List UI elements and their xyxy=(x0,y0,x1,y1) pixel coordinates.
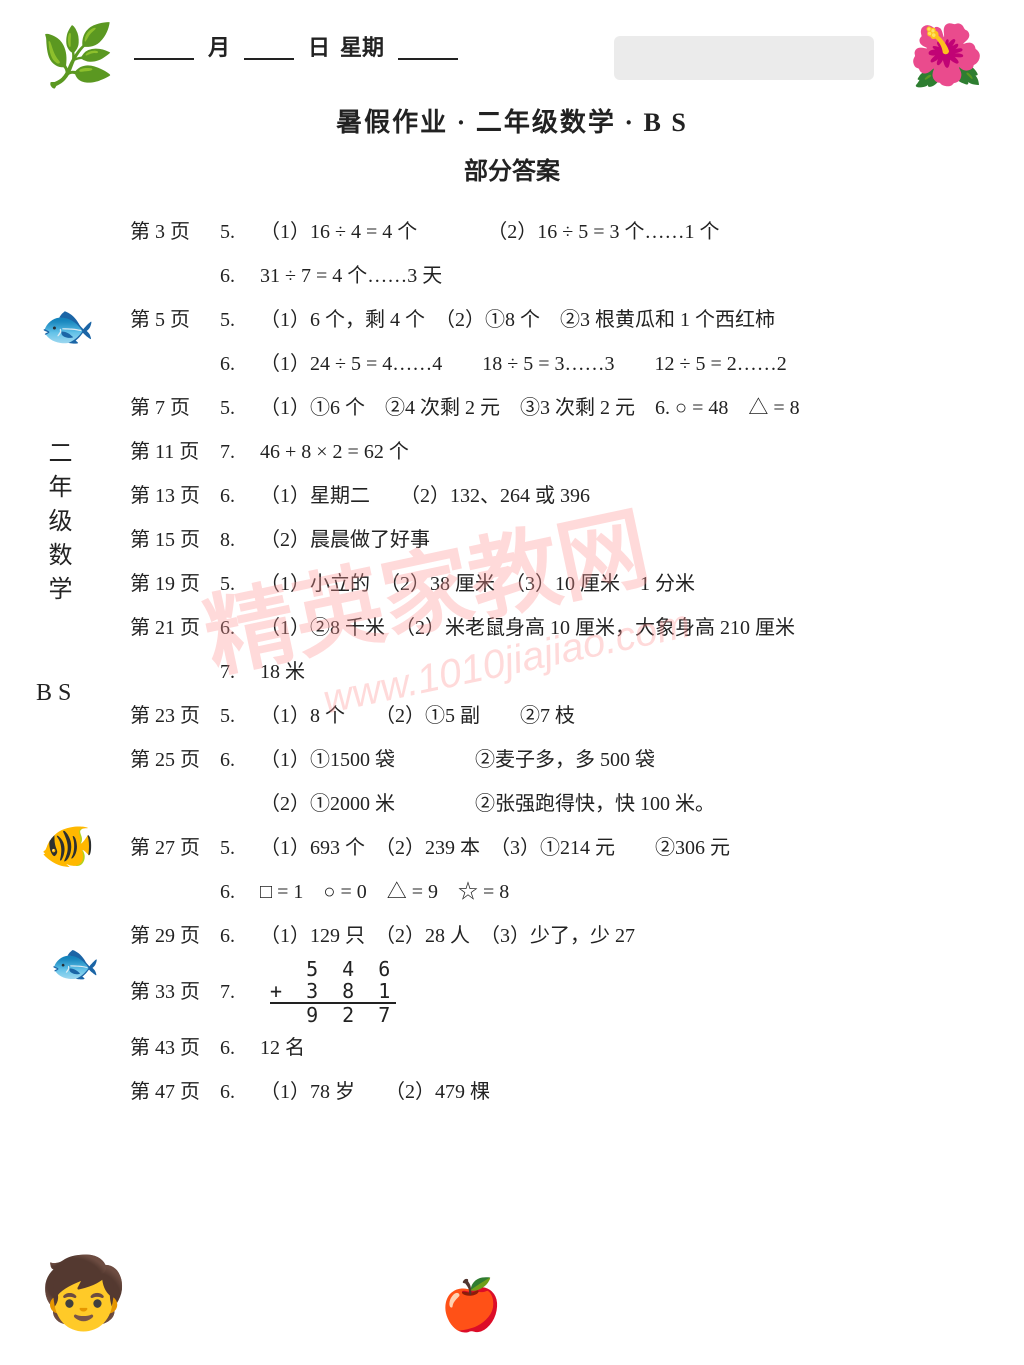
answer-row: 第 23 页 5. （1）8 个 （2）①5 副 ②7 枝 xyxy=(130,694,974,738)
answer-row: 第 43 页 6. 12 名 xyxy=(130,1026,974,1070)
page-subtitle: 部分答案 xyxy=(50,151,974,186)
answer-row: 7. 18 米 xyxy=(130,650,974,694)
page-ref: 第 15 页 xyxy=(130,518,220,562)
question-num: 6. xyxy=(220,606,260,650)
question-num: 6. xyxy=(220,254,260,298)
question-num: 8. xyxy=(220,518,260,562)
answer-row: 第 47 页 6. （1）78 岁 （2）479 棵 xyxy=(130,1070,974,1114)
side-label-grade: 二年级数学 xyxy=(40,440,75,610)
question-num: 7. xyxy=(220,970,260,1014)
page-ref: 第 29 页 xyxy=(130,914,220,958)
question-num: 6. xyxy=(220,738,260,782)
answer-text: （1）24 ÷ 5 = 4……4 18 ÷ 5 = 3……3 12 ÷ 5 = … xyxy=(260,342,974,386)
answer-row: 6. □ = 1 ○ = 0 △ = 9 ☆ = 8 xyxy=(130,870,974,914)
page-title: 暑假作业 · 二年级数学 · B S xyxy=(50,102,974,139)
answer-text: （1）693 个 （2）239 本 （3）①214 元 ②306 元 xyxy=(260,826,974,870)
answer-row: 第 13 页 6. （1）星期二 （2）132、264 或 396 xyxy=(130,474,974,518)
tree-icon: 🌿 xyxy=(40,20,115,91)
question-num: 6. xyxy=(220,1070,260,1114)
answer-text: （1）78 岁 （2）479 棵 xyxy=(260,1070,974,1114)
question-num: 7. xyxy=(220,650,260,694)
answer-row: 第 29 页 6. （1）129 只 （2）28 人 （3）少了，少 27 xyxy=(130,914,974,958)
addend-2: + 3 8 1 xyxy=(270,980,396,1004)
side-label-bs: B S xyxy=(36,680,71,707)
answer-text: （1）小立的 （2）38 厘米 （3）10 厘米 1 分米 xyxy=(260,562,974,606)
vertical-addition: 5 4 6 + 3 8 1 9 2 7 xyxy=(270,958,396,1026)
day-label: 日 xyxy=(308,30,330,62)
question-num: 5. xyxy=(220,386,260,430)
page-ref: 第 43 页 xyxy=(130,1026,220,1070)
answer-row: 6. 31 ÷ 7 = 4 个……3 天 xyxy=(130,254,974,298)
vine-icon: 🌺 xyxy=(909,20,984,91)
fruit-icon: 🍎 xyxy=(440,1276,502,1335)
answer-text: □ = 1 ○ = 0 △ = 9 ☆ = 8 xyxy=(260,870,974,914)
page-ref: 第 27 页 xyxy=(130,826,220,870)
answer-row: 6. （1）24 ÷ 5 = 4……4 18 ÷ 5 = 3……3 12 ÷ 5… xyxy=(130,342,974,386)
question-num: 6. xyxy=(220,474,260,518)
answer-text: （1）星期二 （2）132、264 或 396 xyxy=(260,474,974,518)
question-num: 5. xyxy=(220,562,260,606)
answer-text: 5 4 6 + 3 8 1 9 2 7 xyxy=(260,958,974,1026)
answer-text: （1）16 ÷ 4 = 4 个 （2）16 ÷ 5 = 3 个……1 个 xyxy=(260,210,974,254)
answer-text: 12 名 xyxy=(260,1026,974,1070)
answer-row: 第 33 页 7. 5 4 6 + 3 8 1 9 2 7 xyxy=(130,958,974,1026)
answer-row: （2）①2000 米 ②张强跑得快，快 100 米。 xyxy=(130,782,974,826)
sum: 9 2 7 xyxy=(270,1004,396,1026)
page-ref: 第 33 页 xyxy=(130,970,220,1014)
fish-icon: 🐟 xyxy=(40,300,95,352)
page-ref: 第 5 页 xyxy=(130,298,220,342)
header-stamp xyxy=(614,36,874,80)
answers-content: 第 3 页 5. （1）16 ÷ 4 = 4 个 （2）16 ÷ 5 = 3 个… xyxy=(130,210,974,1114)
page-ref: 第 19 页 xyxy=(130,562,220,606)
answer-row: 第 7 页 5. （1）①6 个 ②4 次剩 2 元 ③3 次剩 2 元 6. … xyxy=(130,386,974,430)
question-num: 5. xyxy=(220,826,260,870)
answer-text: 46 + 8 × 2 = 62 个 xyxy=(260,430,974,474)
worksheet-page: 🌿 🌺 月 日 星期 暑假作业 · 二年级数学 · B S 部分答案 二年级数学… xyxy=(0,0,1024,1365)
page-ref: 第 23 页 xyxy=(130,694,220,738)
answer-text: （1）②8 千米 （2）米老鼠身高 10 厘米，大象身高 210 厘米 xyxy=(260,606,974,650)
weekday-blank xyxy=(398,32,458,60)
answer-text: （2）晨晨做了好事 xyxy=(260,518,974,562)
page-ref: 第 25 页 xyxy=(130,738,220,782)
question-num: 5. xyxy=(220,298,260,342)
question-num: 6. xyxy=(220,914,260,958)
answer-row: 第 27 页 5. （1）693 个 （2）239 本 （3）①214 元 ②3… xyxy=(130,826,974,870)
page-ref: 第 7 页 xyxy=(130,386,220,430)
child-icon: 🧒 xyxy=(40,1253,127,1335)
weekday-label: 星期 xyxy=(340,30,384,62)
addend-1: 5 4 6 xyxy=(270,958,396,980)
day-blank xyxy=(244,32,294,60)
page-ref: 第 47 页 xyxy=(130,1070,220,1114)
answer-row: 第 3 页 5. （1）16 ÷ 4 = 4 个 （2）16 ÷ 5 = 3 个… xyxy=(130,210,974,254)
question-num: 5. xyxy=(220,694,260,738)
question-num: 6. xyxy=(220,870,260,914)
answer-text: 31 ÷ 7 = 4 个……3 天 xyxy=(260,254,974,298)
question-num: 7. xyxy=(220,430,260,474)
question-num: 5. xyxy=(220,210,260,254)
page-ref: 第 21 页 xyxy=(130,606,220,650)
answer-text: （1）6 个，剩 4 个 （2）①8 个 ②3 根黄瓜和 1 个西红柿 xyxy=(260,298,974,342)
answer-row: 第 15 页 8. （2）晨晨做了好事 xyxy=(130,518,974,562)
answer-text: （1）8 个 （2）①5 副 ②7 枝 xyxy=(260,694,974,738)
answer-row: 第 25 页 6. （1）①1500 袋 ②麦子多，多 500 袋 xyxy=(130,738,974,782)
answer-row: 第 5 页 5. （1）6 个，剩 4 个 （2）①8 个 ②3 根黄瓜和 1 … xyxy=(130,298,974,342)
month-label: 月 xyxy=(208,30,230,62)
answer-text: （1）①6 个 ②4 次剩 2 元 ③3 次剩 2 元 6. ○ = 48 △ … xyxy=(260,386,974,430)
answer-row: 第 21 页 6. （1）②8 千米 （2）米老鼠身高 10 厘米，大象身高 2… xyxy=(130,606,974,650)
fish-icon: 🐠 xyxy=(40,820,95,872)
fish-icon: 🐟 xyxy=(50,940,100,987)
answer-text: （1）129 只 （2）28 人 （3）少了，少 27 xyxy=(260,914,974,958)
answer-text: （1）①1500 袋 ②麦子多，多 500 袋 xyxy=(260,738,974,782)
answer-text: （2）①2000 米 ②张强跑得快，快 100 米。 xyxy=(260,782,974,826)
month-blank xyxy=(134,32,194,60)
page-ref: 第 11 页 xyxy=(130,430,220,474)
question-num: 6. xyxy=(220,1026,260,1070)
page-ref: 第 13 页 xyxy=(130,474,220,518)
answer-row: 第 19 页 5. （1）小立的 （2）38 厘米 （3）10 厘米 1 分米 xyxy=(130,562,974,606)
answer-text: 18 米 xyxy=(260,650,974,694)
answer-row: 第 11 页 7. 46 + 8 × 2 = 62 个 xyxy=(130,430,974,474)
page-ref: 第 3 页 xyxy=(130,210,220,254)
question-num: 6. xyxy=(220,342,260,386)
